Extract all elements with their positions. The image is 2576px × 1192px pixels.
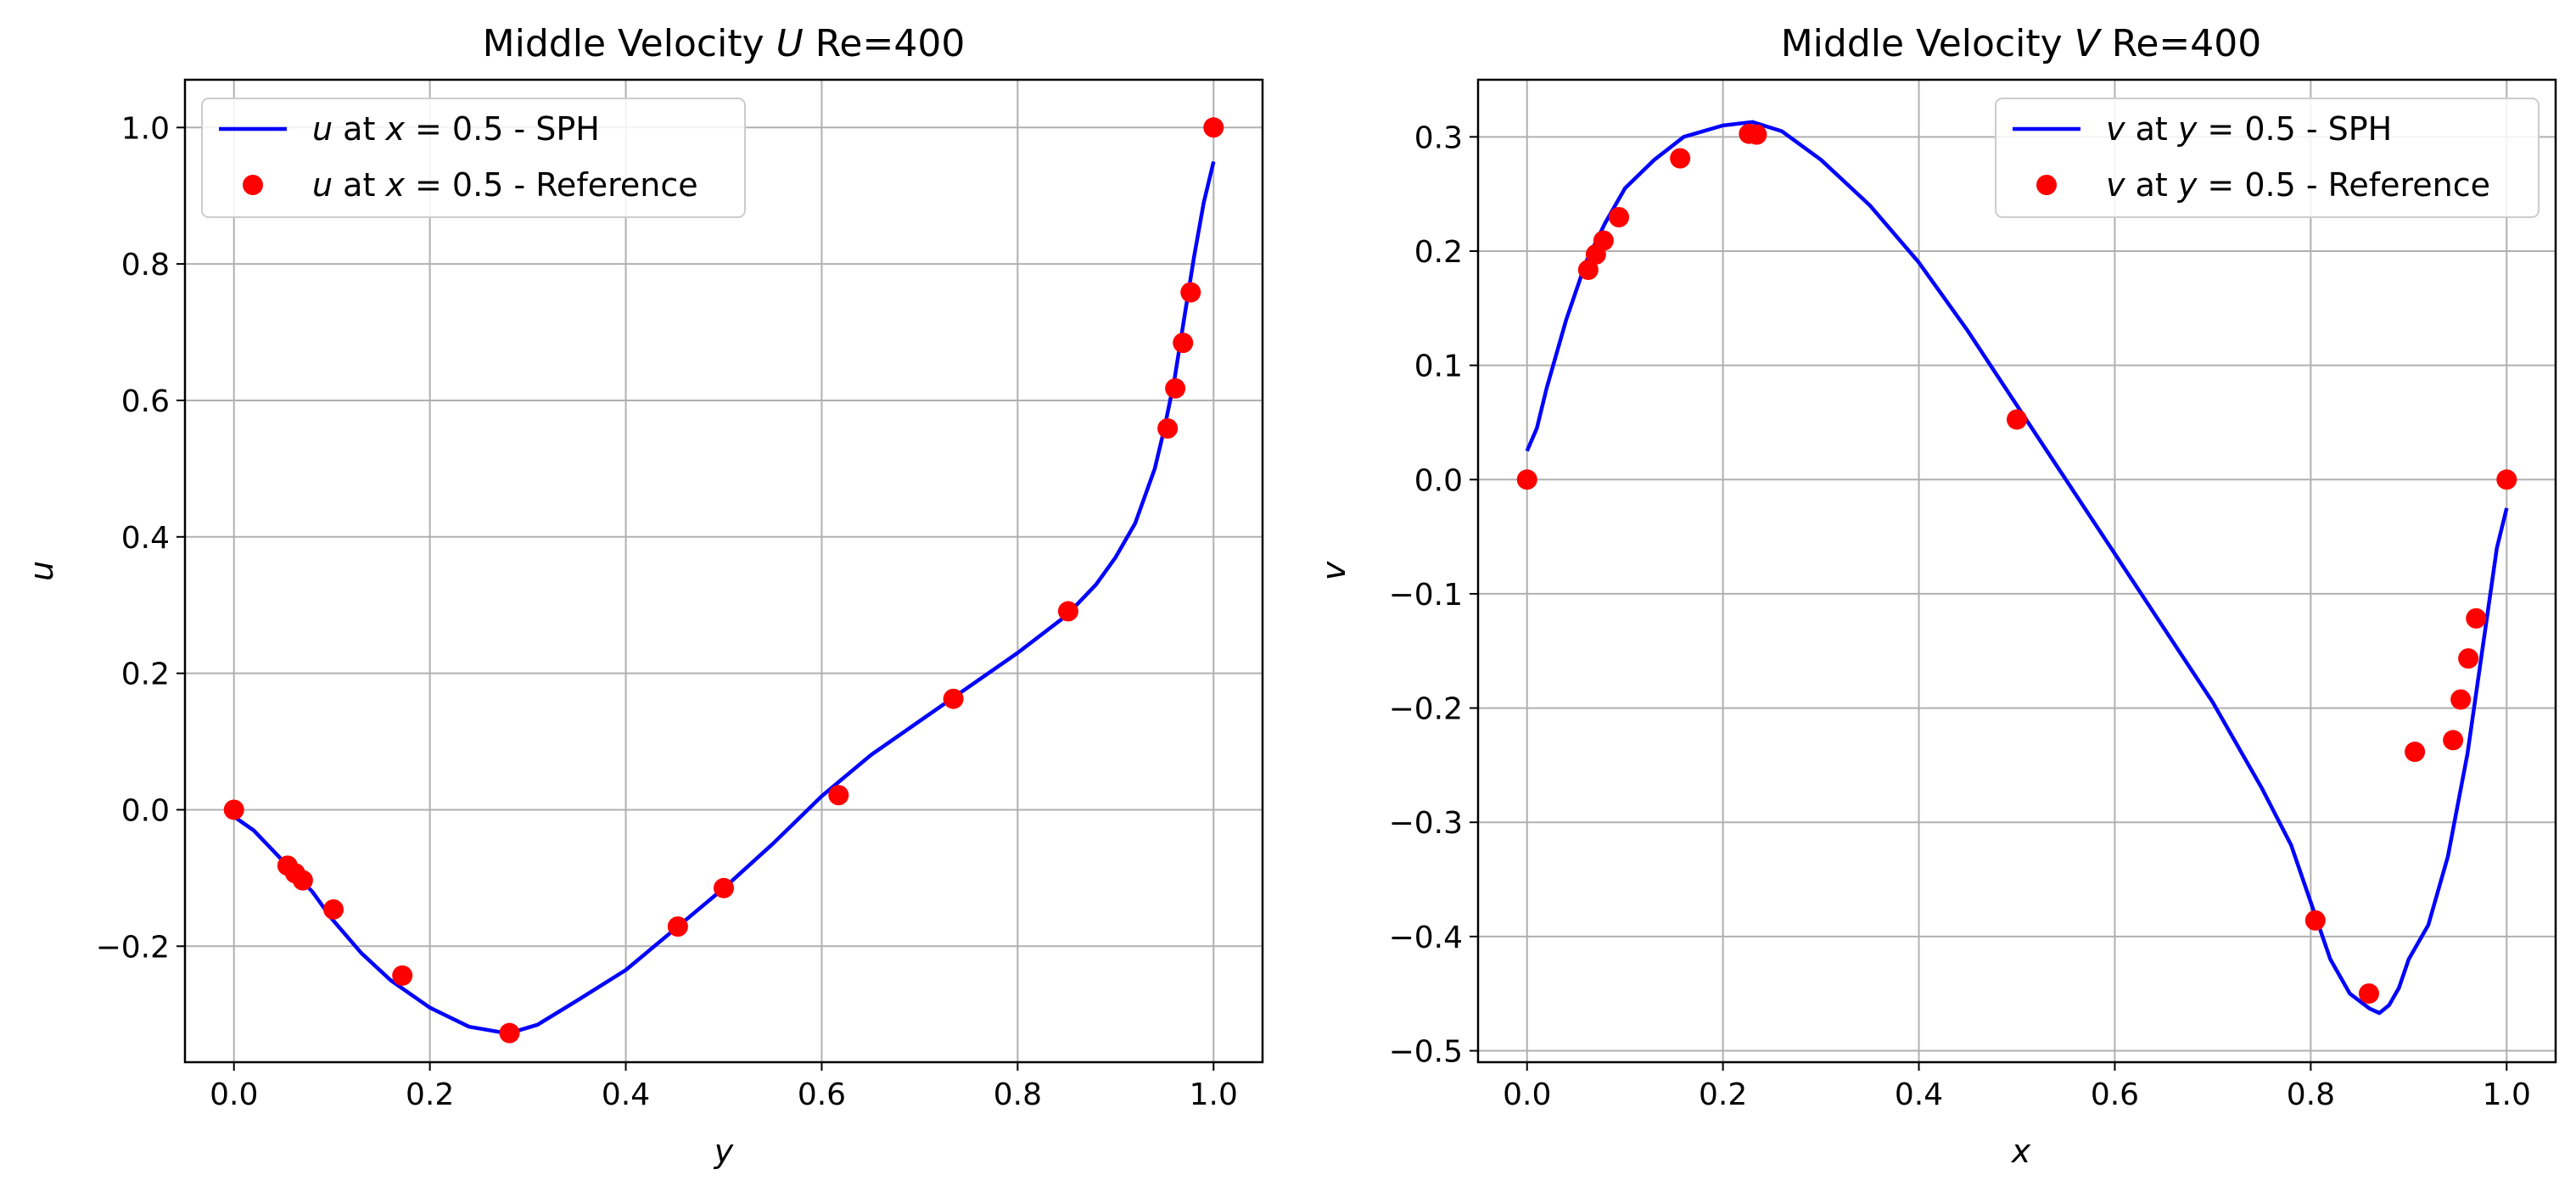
data-point <box>943 688 964 709</box>
x-tick-label: 0.8 <box>994 1077 1042 1112</box>
legend-box <box>201 98 746 218</box>
data-point <box>1609 206 1630 227</box>
data-point <box>2304 909 2326 931</box>
y-tick-label: 1.0 <box>121 111 170 146</box>
y-tick-label: 0.4 <box>121 521 170 556</box>
data-point <box>1746 124 1767 145</box>
legend-marker-swatch <box>243 175 263 195</box>
y-axis-label: v <box>1315 561 1352 580</box>
data-point <box>292 870 313 891</box>
x-tick-label: 0.6 <box>798 1077 846 1112</box>
x-tick-label: 0.6 <box>2091 1077 2139 1112</box>
grid <box>1478 80 2556 1062</box>
plot-area <box>1516 120 2517 1016</box>
series-line-v-at-y-0-5-sph <box>1525 120 2509 1016</box>
x-tick-label: 0.2 <box>1699 1077 1747 1112</box>
data-point <box>1577 260 1599 281</box>
x-axis-label: y <box>714 1133 734 1170</box>
data-point <box>223 799 244 820</box>
data-point <box>828 785 849 806</box>
data-point <box>1670 148 1691 169</box>
y-tick-label: −0.4 <box>1389 921 1463 955</box>
x-tick-label: 0.0 <box>1503 1077 1551 1112</box>
x-tick-label: 0.4 <box>602 1077 650 1112</box>
chart-middle-velocity-v: Middle Velocity V Re=400 0.0 0.2 0.4 0.6 0.8… <box>1315 22 2557 1170</box>
data-point <box>499 1022 520 1044</box>
legend-box <box>1995 98 2540 218</box>
data-point <box>1516 469 1537 490</box>
legend-label: v at y = 0.5 - Reference <box>2106 166 2490 204</box>
legend-label: u at x = 0.5 - Reference <box>312 166 698 204</box>
data-point <box>1173 333 1194 354</box>
legend-label: u at x = 0.5 - SPH <box>312 110 600 148</box>
data-point <box>2496 469 2517 490</box>
data-point <box>1157 418 1179 439</box>
chart-middle-velocity-u: Middle Velocity U Re=400 0.0 0.2 0.4 0.6 0.8… <box>23 22 1264 1170</box>
y-tick-label: −0.2 <box>96 930 170 965</box>
x-tick-label: 1.0 <box>1190 1077 1238 1112</box>
data-point <box>1057 601 1078 622</box>
chart-title: Middle Velocity U Re=400 <box>483 22 966 65</box>
plot-area <box>223 117 1224 1044</box>
data-point <box>2443 730 2464 751</box>
y-tick-label: 0.8 <box>121 248 170 283</box>
axes-frame <box>1476 78 2557 1064</box>
data-point <box>1593 230 1614 251</box>
data-point <box>2466 607 2487 629</box>
data-point <box>1180 282 1201 303</box>
y-tick-label: −0.5 <box>1389 1035 1463 1070</box>
axis-ticks: 0.0 0.2 0.4 0.6 0.8 1.0 −0.2 0.0 0.2 0.4 0.6 0.8 1.0 <box>96 111 1238 1112</box>
y-tick-label: 0.2 <box>1414 235 1463 270</box>
y-tick-label: 0.1 <box>1414 350 1463 384</box>
x-tick-label: 0.8 <box>2287 1077 2335 1112</box>
x-axis-label: x <box>2011 1133 2031 1170</box>
y-tick-label: 0.0 <box>1414 463 1463 498</box>
data-point <box>2358 983 2379 1005</box>
y-tick-label: 0.6 <box>121 384 170 419</box>
y-tick-label: −0.1 <box>1389 578 1463 613</box>
data-point <box>2405 742 2426 763</box>
data-point <box>2450 689 2472 710</box>
chart-title: Middle Velocity V Re=400 <box>1781 22 2262 65</box>
y-tick-label: 0.2 <box>121 658 170 692</box>
x-tick-label: 0.4 <box>1895 1077 1943 1112</box>
data-point <box>667 916 688 937</box>
y-tick-label: −0.2 <box>1389 692 1463 727</box>
y-axis-label: u <box>23 561 60 581</box>
legend: v at y = 0.5 - SPH v at y = 0.5 - Referen… <box>1995 98 2540 218</box>
y-tick-label: 0.0 <box>121 793 170 828</box>
y-tick-label: 0.3 <box>1414 120 1463 155</box>
axes-frame <box>183 78 1264 1064</box>
data-point <box>1165 378 1186 399</box>
data-point <box>323 898 344 920</box>
x-tick-label: 1.0 <box>2483 1077 2531 1112</box>
axis-ticks: 0.0 0.2 0.4 0.6 0.8 1.0 −0.5 −0.4 −0.3 −0.2 −0.1 0.… <box>1389 120 2531 1112</box>
x-tick-label: 0.2 <box>406 1077 454 1112</box>
legend: u at x = 0.5 - SPH u at x = 0.5 - Referen… <box>201 98 746 218</box>
legend-marker-swatch <box>2036 175 2057 195</box>
y-tick-label: −0.3 <box>1389 806 1463 841</box>
data-point <box>2458 648 2479 669</box>
data-point <box>392 965 413 986</box>
data-point <box>2007 409 2027 430</box>
x-tick-label: 0.0 <box>210 1077 258 1112</box>
data-point <box>1203 117 1224 138</box>
data-point <box>714 877 734 898</box>
legend-label: v at y = 0.5 - SPH <box>2106 110 2392 148</box>
